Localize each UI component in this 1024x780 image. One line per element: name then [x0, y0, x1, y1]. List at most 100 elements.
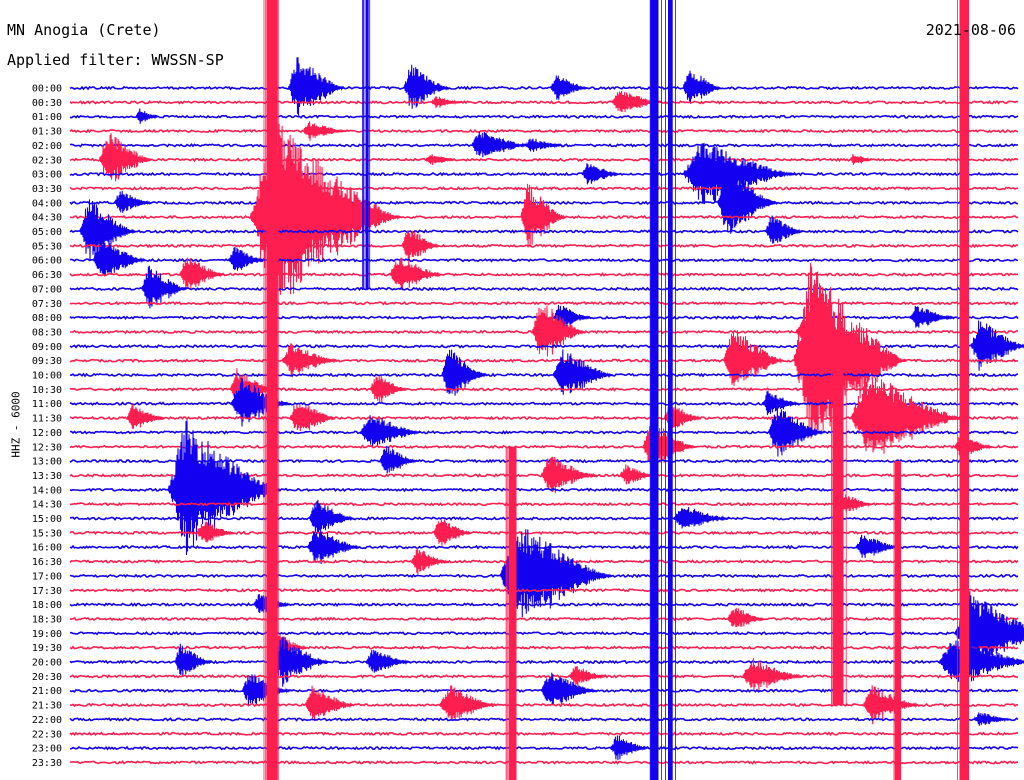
trace-row-0500 — [69, 199, 1019, 260]
time-tick-label: 10:00 — [32, 371, 62, 382]
saturated-spike-1 — [263, 0, 279, 780]
time-tick-label: 21:30 — [32, 701, 62, 712]
trace-row-1900 — [70, 591, 1024, 669]
time-tick-label: 02:30 — [32, 155, 62, 166]
trace-row-1130 — [69, 376, 1019, 454]
trace-row-2230 — [69, 731, 1019, 737]
event-burst — [167, 420, 282, 556]
event-burst — [272, 637, 329, 687]
event-burst — [174, 643, 213, 678]
time-tick-label: 05:00 — [32, 227, 62, 238]
event-burst — [287, 57, 345, 116]
event-burst — [793, 262, 908, 439]
station-title: MN Anogia (Crete) — [7, 21, 161, 39]
trace-row-0230 — [69, 133, 1019, 182]
time-tick-label: 20:30 — [32, 672, 62, 683]
trace-row-0730 — [69, 300, 1019, 306]
event-burst — [540, 672, 598, 706]
time-tick-label: 18:00 — [32, 600, 62, 611]
event-burst — [307, 530, 362, 565]
trace-row-2200 — [69, 712, 1019, 726]
time-tick-label: 07:30 — [32, 299, 62, 310]
event-burst — [441, 349, 488, 396]
event-burst — [855, 534, 902, 558]
saturated-spike-4 — [957, 0, 969, 780]
trace-row-0330 — [69, 186, 1019, 191]
time-tick-label: 04:30 — [32, 213, 62, 224]
trace-row-0600 — [69, 241, 1019, 276]
event-burst — [552, 349, 614, 395]
event-burst — [92, 241, 147, 276]
event-burst — [433, 519, 472, 546]
event-burst — [365, 649, 412, 673]
time-tick-label: 19:00 — [32, 629, 62, 640]
event-burst — [289, 404, 336, 432]
time-tick-label: 16:00 — [32, 543, 62, 554]
trace-row-2130 — [69, 685, 1019, 725]
time-tick-label: 00:00 — [32, 84, 62, 95]
time-tick-label: 14:00 — [32, 485, 62, 496]
trace-row-0930 — [69, 262, 1019, 439]
event-burst — [742, 658, 804, 692]
event-burst — [425, 154, 456, 166]
time-tick-label: 14:30 — [32, 500, 62, 511]
time-tick-label: 23:30 — [32, 758, 62, 769]
trace-row-0530 — [69, 230, 1019, 261]
trace-row-1000 — [69, 349, 1019, 396]
event-burst — [581, 163, 620, 185]
time-tick-label: 11:00 — [32, 399, 62, 410]
event-burst — [673, 507, 731, 529]
time-tick-label: 17:30 — [32, 586, 62, 597]
trace-row-1400 — [69, 420, 1019, 556]
event-burst — [970, 320, 1024, 371]
saturated-spike-2 — [649, 0, 662, 780]
event-burst — [727, 607, 765, 628]
time-tick-label: 19:30 — [32, 643, 62, 654]
event-burst — [126, 404, 165, 429]
event-burst — [305, 685, 355, 722]
event-burst — [524, 138, 563, 152]
trace-row-2300 — [69, 735, 1019, 761]
event-burst — [849, 154, 873, 165]
time-tick-label: 16:30 — [32, 557, 62, 568]
trace-row-0000 — [69, 57, 1019, 116]
event-burst — [179, 257, 225, 290]
event-burst — [531, 305, 586, 357]
saturated-spike-6 — [505, 446, 517, 780]
event-burst — [610, 735, 649, 761]
trace-row-1700 — [69, 529, 1019, 618]
trace-row-1600 — [69, 530, 1019, 565]
trace-row-0200 — [69, 131, 1019, 158]
time-tick-label: 23:00 — [32, 744, 62, 755]
time-tick-label: 13:30 — [32, 471, 62, 482]
time-tick-label: 03:00 — [32, 170, 62, 181]
trace-row-1200 — [69, 407, 1019, 457]
event-burst — [403, 64, 450, 109]
event-burst — [682, 70, 721, 104]
time-tick-label: 02:00 — [32, 141, 62, 152]
time-tick-label: 06:30 — [32, 270, 62, 281]
time-tick-label: 12:30 — [32, 442, 62, 453]
event-burst — [141, 265, 187, 309]
time-tick-label: 13:00 — [32, 457, 62, 468]
event-burst — [401, 230, 440, 261]
event-burst — [471, 131, 529, 158]
event-burst — [863, 685, 920, 725]
trace-row-1930 — [69, 631, 1019, 662]
event-burst — [909, 305, 955, 328]
trace-row-1730 — [69, 587, 1019, 593]
event-burst — [550, 75, 589, 100]
time-tick-label: 15:30 — [32, 528, 62, 539]
time-tick-label: 20:00 — [32, 658, 62, 669]
event-burst — [938, 638, 1024, 685]
event-burst — [765, 215, 803, 244]
saturated-spike-7 — [831, 331, 847, 706]
time-tick-label: 09:30 — [32, 356, 62, 367]
event-burst — [768, 407, 826, 457]
event-burst — [370, 375, 408, 403]
event-burst — [499, 529, 614, 618]
time-tick-label: 10:30 — [32, 385, 62, 396]
event-burst — [379, 445, 418, 474]
trace-row-0430 — [69, 123, 1019, 296]
event-burst — [114, 190, 152, 213]
